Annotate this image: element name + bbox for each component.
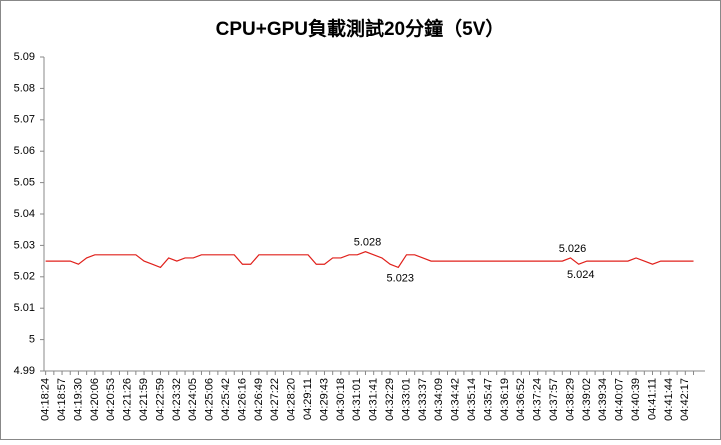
x-tick-label: 04:22:59 xyxy=(154,378,166,421)
x-tick-label: 04:24:05 xyxy=(187,378,199,421)
x-tick-label: 04:32:29 xyxy=(384,378,396,421)
x-tick-label: 04:18:57 xyxy=(56,378,68,421)
x-tick-label: 04:31:01 xyxy=(351,378,363,421)
x-tick-label: 04:23:32 xyxy=(171,378,183,421)
x-tick-label: 04:21:59 xyxy=(138,378,150,421)
y-tick-label: 5.03 xyxy=(14,239,35,251)
x-tick-label: 04:37:57 xyxy=(548,378,560,421)
x-tick-label: 04:34:42 xyxy=(450,378,462,421)
x-tick-label: 04:18:24 xyxy=(40,378,52,421)
x-tick-label: 04:29:43 xyxy=(318,378,330,421)
x-tick-label: 04:26:49 xyxy=(253,378,265,421)
y-tick-label: 5.09 xyxy=(14,51,35,63)
y-tick-label: 5.01 xyxy=(14,302,35,314)
chart-title: CPU+GPU負載測試20分鐘（5V） xyxy=(216,17,505,40)
data-label: 5.028 xyxy=(354,237,382,249)
data-label: 5.024 xyxy=(567,269,595,281)
x-tick-label: 04:40:39 xyxy=(630,378,642,421)
y-tick-label: 5 xyxy=(29,334,35,346)
y-tick-label: 5.08 xyxy=(14,82,35,94)
data-label: 5.023 xyxy=(387,272,415,284)
x-tick-label: 04:39:02 xyxy=(581,378,593,421)
y-tick-label: 5.02 xyxy=(14,271,35,283)
data-label: 5.026 xyxy=(559,243,587,255)
x-tick-label: 04:29:11 xyxy=(302,378,314,420)
x-tick-label: 04:33:37 xyxy=(417,378,429,421)
x-tick-label: 04:27:22 xyxy=(269,378,281,421)
x-tick-label: 04:20:53 xyxy=(105,378,117,421)
x-tick-label: 04:42:17 xyxy=(679,378,691,421)
x-tick-label: 04:38:29 xyxy=(564,378,576,421)
x-tick-label: 04:30:18 xyxy=(335,378,347,421)
x-tick-label: 04:41:11 xyxy=(646,378,658,420)
x-tick-label: 04:35:14 xyxy=(466,378,478,421)
y-tick-label: 5.06 xyxy=(14,145,35,157)
x-tick-label: 04:35:47 xyxy=(482,378,494,421)
x-tick-label: 04:40:07 xyxy=(614,378,626,421)
y-tick-label: 5.04 xyxy=(14,208,35,220)
x-tick-label: 04:31:41 xyxy=(368,378,380,421)
x-tick-label: 04:36:19 xyxy=(499,378,511,421)
y-tick-label: 5.05 xyxy=(14,177,35,189)
x-tick-label: 04:41:44 xyxy=(663,378,675,421)
x-tick-label: 04:19:30 xyxy=(72,378,84,421)
y-tick-label: 4.99 xyxy=(14,365,35,377)
x-tick-label: 04:36:52 xyxy=(515,378,527,421)
x-tick-label: 04:37:24 xyxy=(532,378,544,421)
x-tick-label: 04:21:26 xyxy=(122,378,134,421)
x-tick-label: 04:25:06 xyxy=(204,378,216,421)
y-tick-label: 5.07 xyxy=(14,114,35,126)
x-tick-label: 04:39:34 xyxy=(597,378,609,421)
x-tick-label: 04:26:16 xyxy=(236,378,248,421)
x-tick-label: 04:28:20 xyxy=(286,378,298,421)
x-tick-label: 04:20:06 xyxy=(89,378,101,421)
x-tick-label: 04:33:01 xyxy=(400,378,412,421)
data-line xyxy=(45,251,694,269)
x-tick-label: 04:34:09 xyxy=(433,378,445,421)
x-tick-label: 04:25:42 xyxy=(220,378,232,421)
